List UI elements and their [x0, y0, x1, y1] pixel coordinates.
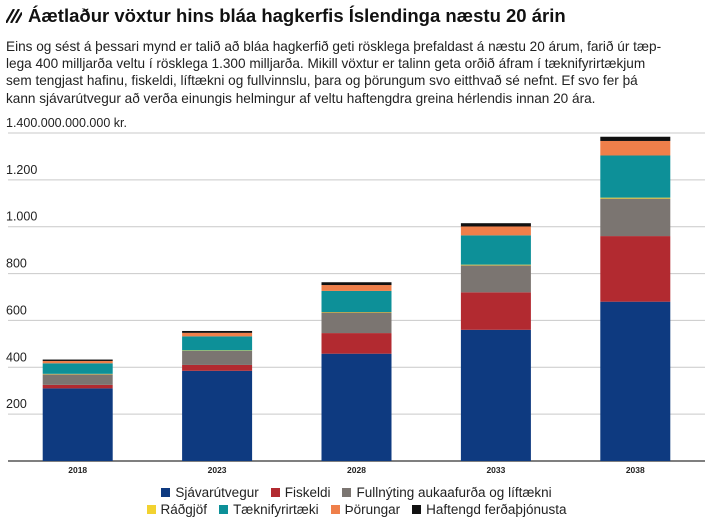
- bar-segment: [182, 332, 253, 337]
- description-line: kann sjávarútvegur að verða einungis hel…: [6, 90, 596, 106]
- description-line: lega 400 milljarða veltu í rösklega 1.30…: [6, 56, 646, 72]
- legend-swatch: [342, 488, 352, 497]
- x-tick-label: 2028: [347, 465, 366, 475]
- legend-swatch: [219, 505, 229, 514]
- legend-label: Ráðgjöf: [160, 502, 208, 517]
- x-tick-label: 2033: [486, 465, 505, 475]
- description-line: sem tengjast hafinu, fiskeldi, líftækni …: [6, 73, 638, 89]
- legend-row-1: Sjávarútvegur Fiskeldi Fullnýting aukaaf…: [0, 485, 713, 500]
- legend-swatch: [146, 505, 156, 514]
- y-tick-label: 800: [6, 257, 27, 271]
- bar-segment: [321, 282, 392, 286]
- bar-segment: [42, 374, 113, 385]
- bar-segment: [42, 388, 113, 461]
- y-tick-label: 1.200: [6, 163, 37, 177]
- legend-label: Þörungar: [344, 502, 401, 517]
- legend-item-fiskeldi: Fiskeldi: [270, 485, 331, 500]
- y-tick-label: 600: [6, 303, 27, 317]
- legend-item-haftengd-ferdathjonusta: Haftengd ferðaþjónusta: [412, 502, 566, 517]
- legend-label: Fiskeldi: [284, 485, 331, 500]
- bar-segment: [460, 264, 531, 266]
- bar-segment: [321, 312, 392, 334]
- bar-segment: [460, 223, 531, 227]
- y-tick-label: 1.000: [6, 210, 37, 224]
- y-tick-label: 200: [6, 397, 27, 411]
- bar-segment: [460, 265, 531, 293]
- legend-item-fullnyting: Fullnýting aukaafurða og líftækni: [342, 485, 552, 500]
- x-tick-label: 2023: [208, 465, 227, 475]
- y-tick-label: 1.400.000.000.000 kr.: [6, 116, 127, 130]
- legend-swatch: [270, 488, 280, 497]
- bar-segment: [321, 290, 392, 312]
- bar-segment: [182, 370, 253, 461]
- bar-segment: [460, 226, 531, 236]
- hatch-icon: [6, 9, 22, 23]
- bar-segment: [600, 136, 671, 141]
- bar-segment: [600, 155, 671, 198]
- bar-segment: [321, 285, 392, 291]
- legend-label: Sjávarútvegur: [175, 485, 259, 500]
- bar-segment: [42, 360, 113, 364]
- bar-segment: [600, 236, 671, 302]
- legend-row-2: Ráðgjöf Tæknifyrirtæki Þörungar Haftengd…: [0, 502, 713, 517]
- bar-segment: [460, 329, 531, 461]
- y-tick-label: 400: [6, 350, 27, 364]
- bar-segment: [42, 359, 113, 361]
- legend-label: Tæknifyrirtæki: [233, 502, 319, 517]
- bar-segment: [321, 333, 392, 354]
- legend-label: Fullnýting aukaafurða og líftækni: [356, 485, 552, 500]
- bar-segment: [182, 350, 253, 365]
- bar-segment: [600, 301, 671, 461]
- bar-segment: [600, 198, 671, 237]
- legend-item-taeknifyrirtaeki: Tæknifyrirtæki: [219, 502, 319, 517]
- legend-item-sjavarutvegur: Sjávarútvegur: [161, 485, 259, 500]
- bar-segment: [321, 353, 392, 461]
- bar-segment: [600, 140, 671, 156]
- bar-segment: [42, 363, 113, 374]
- bar-segment: [182, 336, 253, 351]
- bar-segment: [460, 292, 531, 330]
- bar-segment: [182, 364, 253, 371]
- bar-segment: [42, 384, 113, 389]
- bar-segment: [182, 330, 253, 333]
- bar-segment: [460, 235, 531, 265]
- chart-title-row: Áætlaður vöxtur hins bláa hagkerfis Ísle…: [6, 5, 566, 27]
- x-tick-label: 2038: [626, 465, 645, 475]
- legend-swatch: [412, 505, 422, 514]
- page-title: Áætlaður vöxtur hins bláa hagkerfis Ísle…: [28, 5, 566, 26]
- x-tick-label: 2018: [68, 465, 87, 475]
- bar-segment: [600, 197, 671, 199]
- description: Eins og sést á þessari mynd er talið að …: [6, 38, 706, 107]
- legend-label: Haftengd ferðaþjónusta: [426, 502, 567, 517]
- legend-item-radgjof: Ráðgjöf: [146, 502, 208, 517]
- legend-item-thorungar: Þörungar: [330, 502, 401, 517]
- description-line: Eins og sést á þessari mynd er talið að …: [6, 39, 662, 54]
- legend-swatch: [161, 488, 171, 497]
- legend-swatch: [330, 505, 340, 514]
